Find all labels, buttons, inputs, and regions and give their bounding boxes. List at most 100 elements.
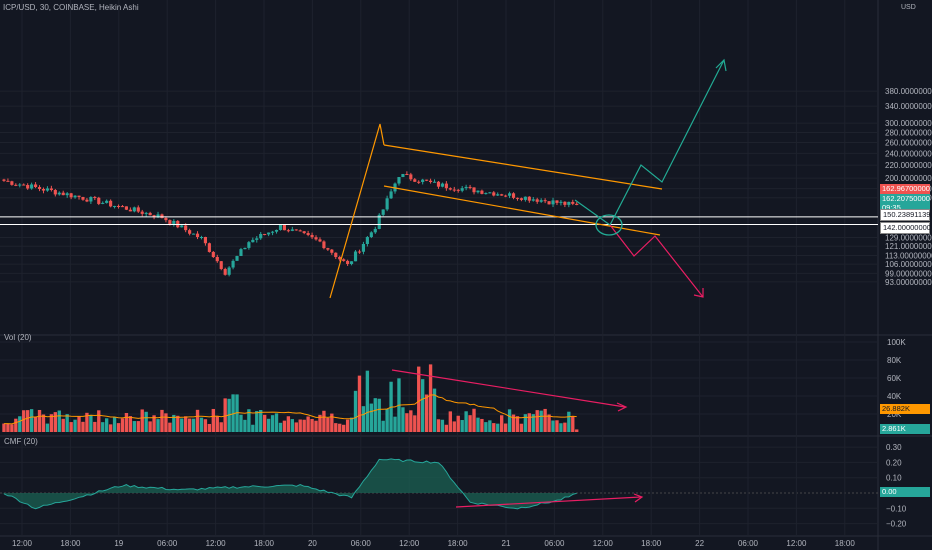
volume-bar [322,410,326,432]
volume-bar [314,420,318,432]
candle-body [156,214,160,218]
volume-bar [342,424,346,432]
candle-body [6,180,10,182]
time-tick-label: 06:00 [351,539,372,548]
cmf-tick-label: 0.20 [886,458,902,467]
time-tick-label: 06:00 [544,539,565,548]
volume-bar [464,411,468,432]
volume-bar [105,418,109,432]
cmf-tick-label: 0.30 [886,443,902,452]
candle-body [286,230,290,232]
volume-bar [231,394,235,432]
candle-body [464,186,468,189]
volume-bar [152,415,156,432]
candle-body [101,202,105,204]
candle-body [89,197,93,202]
volume-bar [160,409,164,432]
candle-body [361,243,365,252]
candle-body [160,214,164,218]
candle-body [65,193,69,196]
price-tick-label: 280.00000000 [885,128,932,137]
time-tick-label: 22 [695,539,704,548]
volume-bar [274,413,279,432]
candle-body [448,188,452,190]
volume-bar [492,423,496,432]
candle-body [551,200,555,205]
candle-body [290,229,294,231]
candle-body [456,189,460,191]
volume-bar [164,413,168,432]
chart-drawings[interactable] [0,58,878,508]
candle-body [488,192,492,194]
price-tick-label: 93.00000000 [885,278,932,287]
candle-body [199,236,204,238]
volume-trend-line [391,369,626,408]
volume-bar [349,417,354,432]
candle-body [144,212,148,214]
candle-body [37,187,42,189]
candle-body [116,205,121,207]
candle-body [496,194,500,196]
candle-body [22,184,26,186]
candle-body [377,214,381,229]
candle-body [338,257,342,260]
volume-bar [488,420,492,432]
candle-body [203,236,207,244]
candle-body [575,203,579,205]
bearish-forecast-arrow [609,224,704,298]
volume-bar [393,416,397,432]
volume-bar [531,414,535,432]
price-tick-label: 260.00000000 [885,139,932,148]
volume-bar [148,421,152,432]
volume-last-tag: 2.861K [880,424,930,434]
price-tick-label: 121.00000000 [885,242,932,251]
volume-bar [306,416,310,432]
candle-body [251,239,255,243]
cmf-line [3,458,577,510]
candle-body [353,251,358,262]
volume-bar [255,411,259,432]
volume-bar [247,409,251,432]
volume-bar [334,423,338,432]
volume-tick-label: 80K [887,356,902,365]
volume-bar [144,411,148,432]
candle-body [109,200,113,207]
volume-pane-title: Vol (20) [4,333,32,342]
volume-bar [409,410,413,432]
volume-bar [500,415,504,432]
candle-body [34,184,38,188]
candle-body [334,252,338,258]
candle-body [73,195,77,198]
candle-body [508,193,512,196]
volume-bar [77,416,81,432]
volume-bar [503,423,508,432]
candle-body [389,191,393,199]
candle-body [527,196,531,201]
volume-bar [365,370,370,432]
candle-body [547,201,551,205]
candle-body [184,225,188,231]
volume-bar [132,421,136,432]
time-tick-label: 12:00 [206,539,227,548]
candle-body [492,192,496,196]
candle-body [172,220,176,224]
time-tick-label: 18:00 [60,539,81,548]
candle-body [93,197,97,199]
volume-bar [136,421,140,432]
volume-bar [432,388,437,432]
candle-body [61,192,65,196]
candle-body [436,181,441,187]
candle-body [243,247,247,250]
candle-body [53,190,57,195]
candle-body [77,195,81,197]
volume-bar [428,364,433,432]
volume-bar [496,423,500,432]
volume-bar [511,414,516,432]
candle-body [164,217,168,221]
candle-body [373,228,377,233]
price-tick-label: 380.00000000 [885,87,932,96]
candle-body [239,249,243,257]
volume-bar [101,422,105,432]
volume-bars [2,364,579,432]
